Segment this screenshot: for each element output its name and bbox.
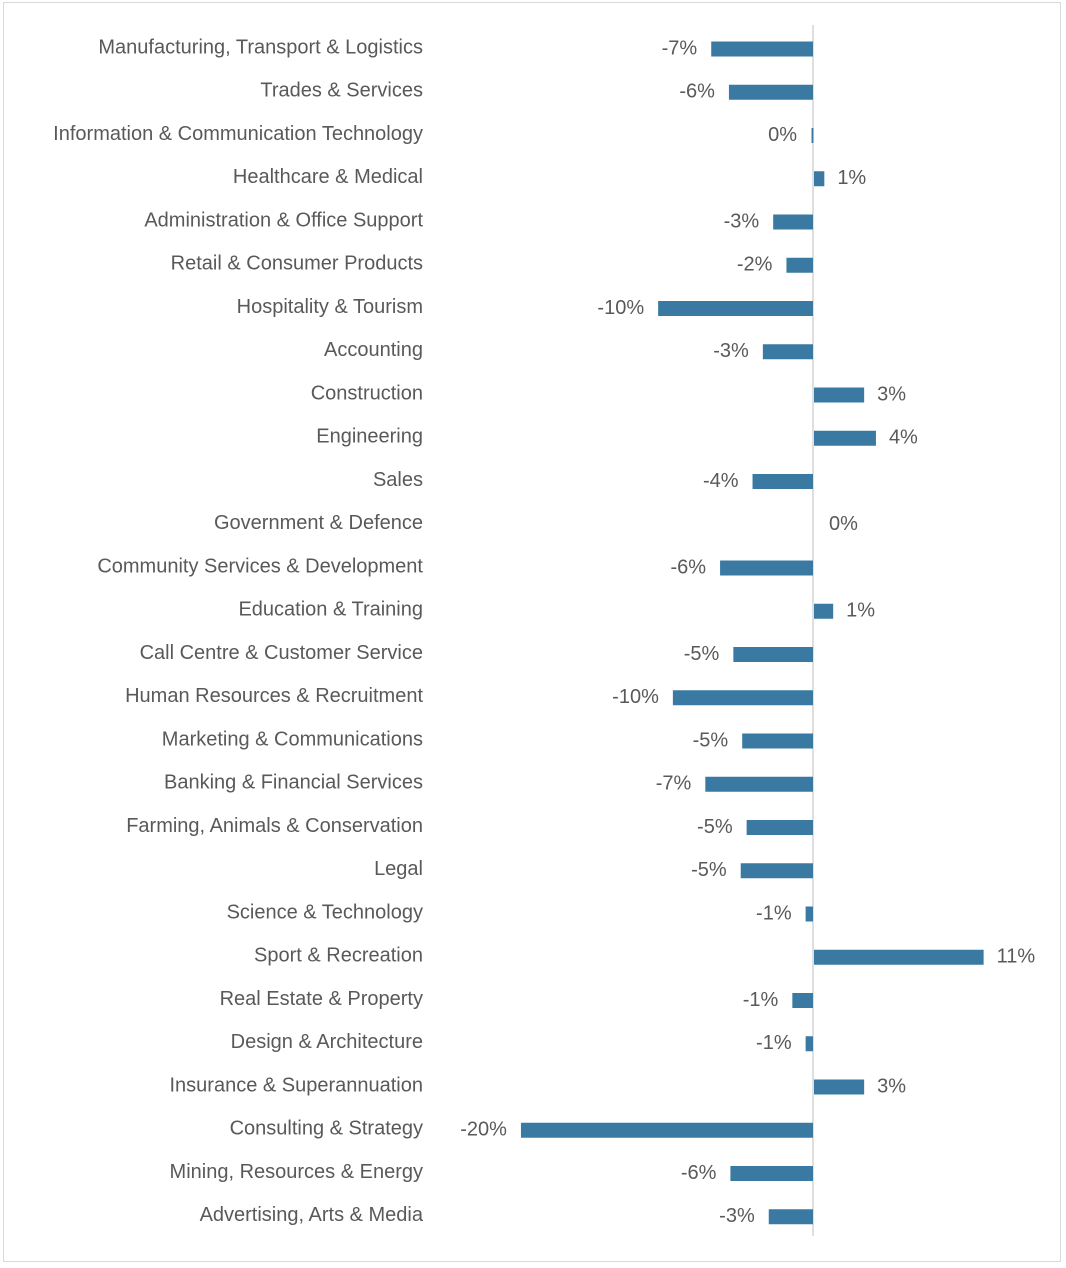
category-label: Government & Defence [214, 512, 423, 534]
category-label: Marketing & Communications [162, 728, 423, 750]
bar [705, 776, 813, 792]
category-label: Education & Training [238, 599, 423, 621]
bar [814, 430, 876, 446]
bar [672, 690, 813, 706]
data-label: -4% [703, 470, 739, 492]
bar [520, 1122, 813, 1138]
bar [711, 41, 813, 57]
category-label: Insurance & Superannuation [169, 1074, 423, 1096]
data-label: -1% [743, 989, 779, 1011]
data-label: 3% [877, 383, 906, 405]
bar [811, 128, 814, 143]
data-label: 0% [829, 513, 858, 535]
bar [814, 387, 865, 403]
data-label: -20% [460, 1119, 507, 1141]
category-label: Accounting [324, 339, 423, 361]
data-label: -3% [724, 210, 760, 232]
bar [733, 647, 813, 662]
data-label: -1% [756, 902, 792, 924]
bar [742, 733, 813, 749]
category-label: Sport & Recreation [254, 945, 423, 967]
bar [740, 863, 813, 879]
category-label: Mining, Resources & Energy [170, 1161, 423, 1183]
bar [752, 474, 813, 489]
category-label: Healthcare & Medical [233, 166, 423, 188]
data-label: -5% [684, 643, 720, 665]
category-label: Trades & Services [260, 80, 423, 102]
category-label: Information & Communication Technology [53, 123, 423, 145]
data-label: 0% [768, 124, 797, 146]
category-label: Science & Technology [227, 901, 423, 923]
data-label: -6% [670, 556, 706, 578]
data-label: -7% [662, 37, 698, 59]
bar [805, 906, 813, 922]
category-label: Advertising, Arts & Media [200, 1204, 424, 1226]
data-label: -3% [719, 1205, 755, 1227]
bar [746, 820, 813, 835]
category-label: Administration & Office Support [144, 209, 423, 231]
bar [658, 301, 813, 316]
bar [792, 993, 813, 1008]
data-label: -10% [597, 297, 644, 319]
data-label: -6% [679, 81, 715, 103]
data-label: -1% [756, 1032, 792, 1054]
bar [786, 257, 813, 273]
category-label: Design & Architecture [231, 1031, 423, 1053]
bar [814, 949, 984, 965]
data-label: 4% [889, 427, 918, 449]
data-label: 11% [997, 946, 1036, 968]
category-label: Call Centre & Customer Service [140, 642, 423, 664]
data-label: -5% [691, 859, 727, 881]
data-label: -5% [693, 729, 729, 751]
category-label: Legal [374, 858, 423, 880]
category-label: Sales [373, 469, 423, 491]
category-label: Construction [311, 382, 423, 404]
category-label: Engineering [316, 426, 423, 448]
bar [814, 1079, 865, 1095]
bar [773, 214, 813, 230]
bar [730, 1166, 813, 1181]
bar [814, 171, 825, 187]
category-label: Community Services & Development [97, 555, 423, 577]
category-label: Hospitality & Tourism [237, 296, 423, 318]
category-label: Human Resources & Recruitment [125, 685, 423, 707]
data-label: 3% [877, 1075, 906, 1097]
category-label: Retail & Consumer Products [171, 253, 423, 275]
category-label: Consulting & Strategy [230, 1118, 423, 1140]
bar [728, 84, 813, 100]
data-label: -2% [737, 254, 773, 276]
bar [720, 560, 813, 576]
category-label: Farming, Animals & Conservation [126, 815, 423, 837]
bar [814, 603, 834, 619]
data-label: -5% [697, 816, 733, 838]
data-label: -7% [656, 773, 692, 795]
category-label: Real Estate & Property [220, 988, 423, 1010]
bar [762, 344, 813, 360]
category-label: Banking & Financial Services [164, 772, 423, 794]
data-label: -3% [713, 340, 749, 362]
data-label: 1% [846, 600, 875, 622]
category-label: Manufacturing, Transport & Logistics [98, 36, 423, 58]
data-label: 1% [837, 167, 866, 189]
chart-frame [3, 2, 1061, 1262]
bar [768, 1209, 813, 1225]
data-label: -6% [681, 1162, 717, 1184]
bar [805, 1036, 813, 1052]
data-label: -10% [612, 686, 659, 708]
